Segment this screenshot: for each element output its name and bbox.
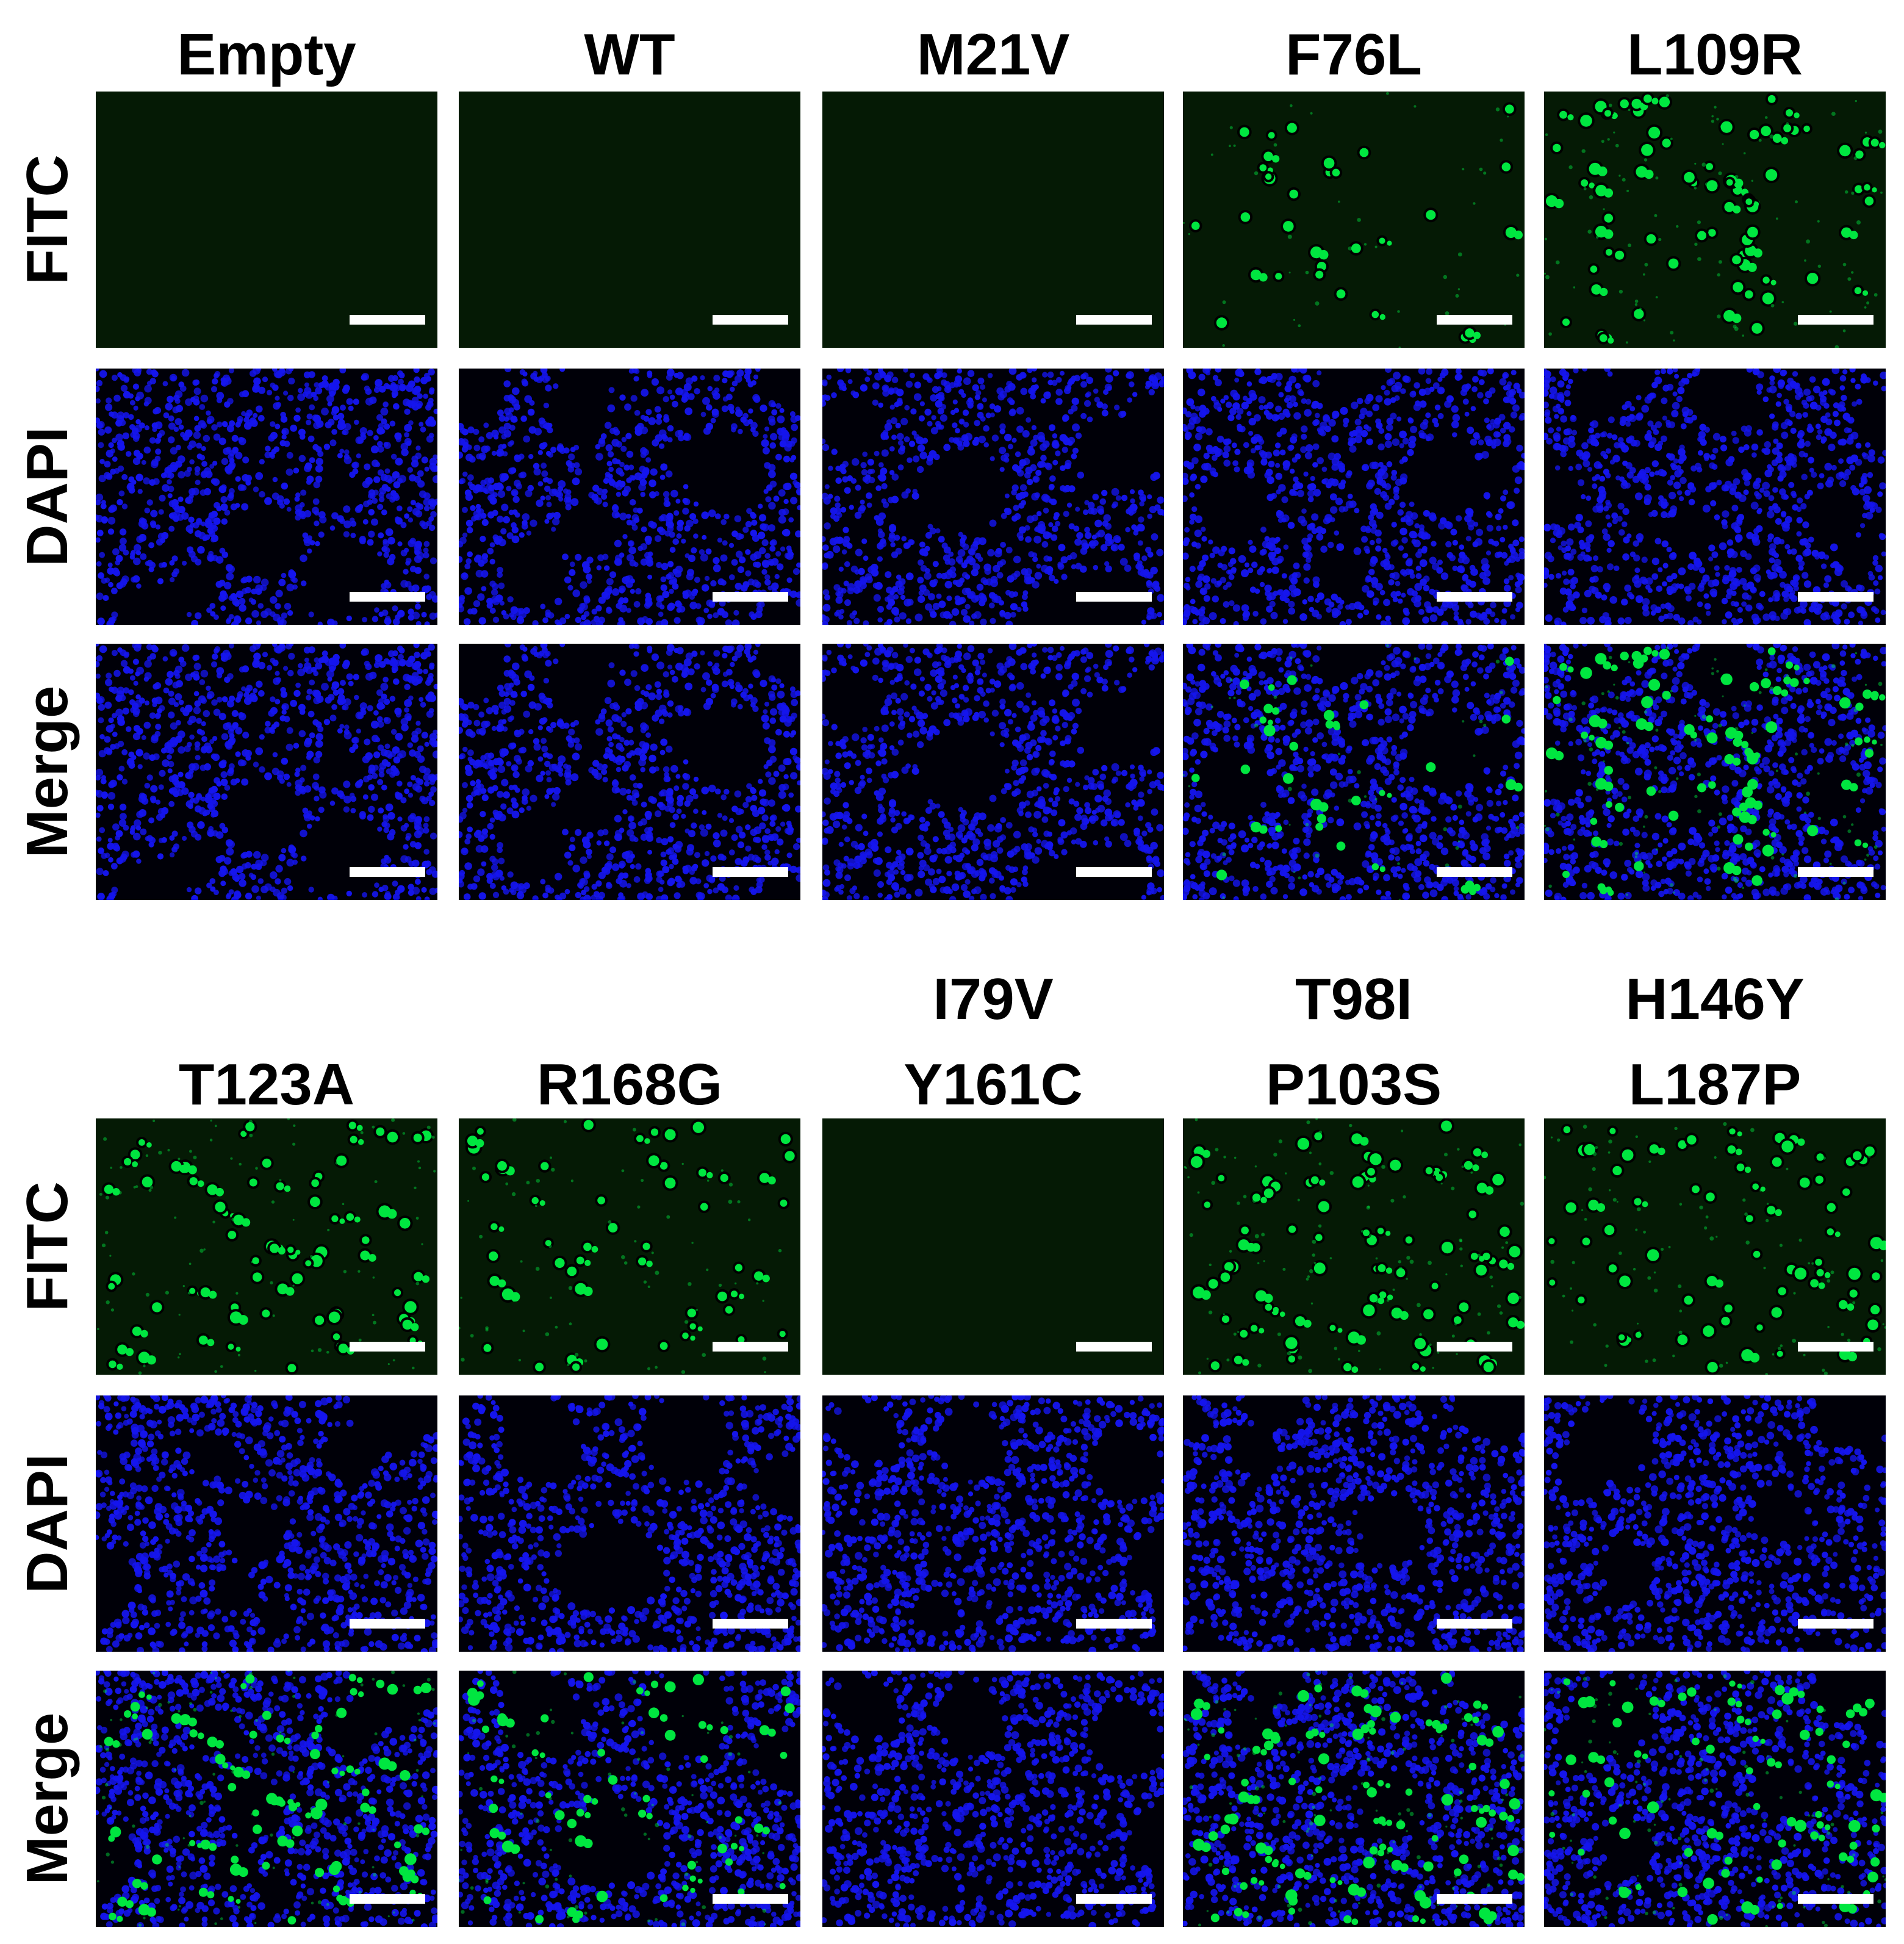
micrograph-panel-merge — [1544, 1671, 1886, 1927]
scale-bar — [1076, 867, 1152, 877]
micrograph-panel-fitc — [1183, 1118, 1525, 1375]
scale-bar — [1798, 1619, 1873, 1629]
micrograph-panel-fitc — [1183, 92, 1525, 348]
micrograph-panel-fitc — [459, 92, 800, 348]
column-label: WT — [459, 12, 800, 98]
micrograph-panel-merge — [96, 644, 437, 900]
scale-bar — [350, 867, 425, 877]
scale-bar — [1076, 1894, 1152, 1904]
micrograph-panel-merge — [1183, 644, 1525, 900]
micrograph-panel-fitc — [1544, 92, 1886, 348]
micrograph-panel-fitc — [96, 92, 437, 348]
micrograph-panel-dapi — [822, 369, 1164, 625]
scale-bar — [713, 867, 788, 877]
column-label: L109R — [1544, 12, 1886, 98]
micrograph-panel-fitc — [1544, 1118, 1886, 1375]
column-label: L187P — [1544, 1042, 1886, 1128]
micrograph-panel-dapi — [96, 369, 437, 625]
micrograph-panel-dapi — [459, 1395, 800, 1652]
scale-bar — [713, 1619, 788, 1629]
row-label-dapi: DAPI — [14, 375, 81, 619]
scale-bar — [1076, 315, 1152, 325]
micrograph-panel-dapi — [1183, 1395, 1525, 1652]
scale-bar — [1798, 1342, 1873, 1352]
scale-bar — [350, 592, 425, 602]
micrograph-panel-dapi — [1544, 1395, 1886, 1652]
scale-bar — [1437, 592, 1512, 602]
scale-bar — [1437, 867, 1512, 877]
micrograph-panel-merge — [96, 1671, 437, 1927]
scale-bar — [713, 315, 788, 325]
micrograph-panel-merge — [822, 644, 1164, 900]
micrograph-panel-fitc — [459, 1118, 800, 1375]
micrograph-panel-merge — [459, 644, 800, 900]
scale-bar — [1798, 867, 1873, 877]
micrograph-panel-merge — [459, 1671, 800, 1927]
column-label: T98I — [1183, 957, 1525, 1042]
row-label-fitc: FITC — [14, 1125, 81, 1369]
column-label: R168G — [459, 1042, 800, 1128]
micrograph-panel-dapi — [1544, 369, 1886, 625]
scale-bar — [350, 1894, 425, 1904]
row-label-dapi: DAPI — [14, 1402, 81, 1646]
scale-bar — [1798, 1894, 1873, 1904]
column-label: M21V — [822, 12, 1164, 98]
micrograph-panel-merge — [1183, 1671, 1525, 1927]
scale-bar — [350, 315, 425, 325]
scale-bar — [1437, 1619, 1512, 1629]
column-label: H146Y — [1544, 957, 1886, 1042]
row-label-fitc: FITC — [14, 98, 81, 342]
scale-bar — [1437, 1342, 1512, 1352]
column-label: I79V — [822, 957, 1164, 1042]
micrograph-panel-dapi — [96, 1395, 437, 1652]
scale-bar — [1437, 315, 1512, 325]
scale-bar — [350, 1619, 425, 1629]
micrograph-panel-dapi — [459, 369, 800, 625]
micrograph-panel-dapi — [822, 1395, 1164, 1652]
scale-bar — [1076, 1619, 1152, 1629]
micrograph-panel-fitc — [822, 1118, 1164, 1375]
scale-bar — [1437, 1894, 1512, 1904]
micrograph-panel-fitc — [96, 1118, 437, 1375]
scale-bar — [350, 1342, 425, 1352]
micrograph-panel-merge — [1544, 644, 1886, 900]
scale-bar — [713, 1894, 788, 1904]
scale-bar — [713, 1342, 788, 1352]
micrograph-panel-fitc — [822, 92, 1164, 348]
scale-bar — [1076, 592, 1152, 602]
column-label: T123A — [96, 1042, 437, 1128]
scale-bar — [713, 592, 788, 602]
column-label: F76L — [1183, 12, 1525, 98]
micrograph-panel-merge — [822, 1671, 1164, 1927]
scale-bar — [1076, 1342, 1152, 1352]
row-label-merge: Merge — [14, 1677, 81, 1921]
column-label: Empty — [96, 12, 437, 98]
row-label-merge: Merge — [14, 650, 81, 894]
scale-bar — [1798, 592, 1873, 602]
column-label: Y161C — [822, 1042, 1164, 1128]
scale-bar — [1798, 315, 1873, 325]
column-label: P103S — [1183, 1042, 1525, 1128]
micrograph-panel-dapi — [1183, 369, 1525, 625]
